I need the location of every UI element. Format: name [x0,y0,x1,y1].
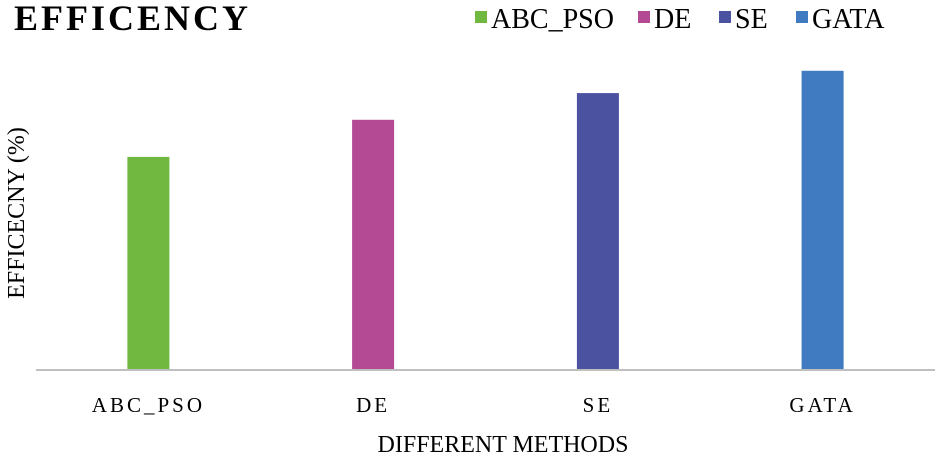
x-tick-label-gata: GATA [789,393,855,417]
legend-swatch-se [719,11,731,23]
x-axis-title: DIFFERENT METHODS [378,432,629,458]
bar-de [352,119,395,369]
bars-group [127,70,844,370]
legend-label-abc-pso: ABC_PSO [491,4,614,35]
legend-label-se: SE [735,4,768,35]
legend-swatch-abc-pso [475,11,487,23]
x-tick-label-abc-pso: ABC_PSO [92,393,205,417]
x-tick-label-se: SE [583,393,614,417]
legend-swatch-gata [796,11,808,23]
bar-gata [801,70,844,370]
legend-label-de: DE [654,4,691,35]
x-tick-labels: ABC_PSO DE SE GATA [92,393,855,417]
chart-title: EFFICENCY [14,0,251,38]
legend: ABC_PSO DE SE GATA [475,4,885,35]
legend-swatch-de [638,11,650,23]
legend-label-gata: GATA [812,4,885,35]
x-tick-label-de: DE [356,393,390,417]
y-axis-title: EFFICECNY (%) [4,127,30,299]
bar-abc-pso [127,156,170,369]
bar-se [576,93,619,369]
